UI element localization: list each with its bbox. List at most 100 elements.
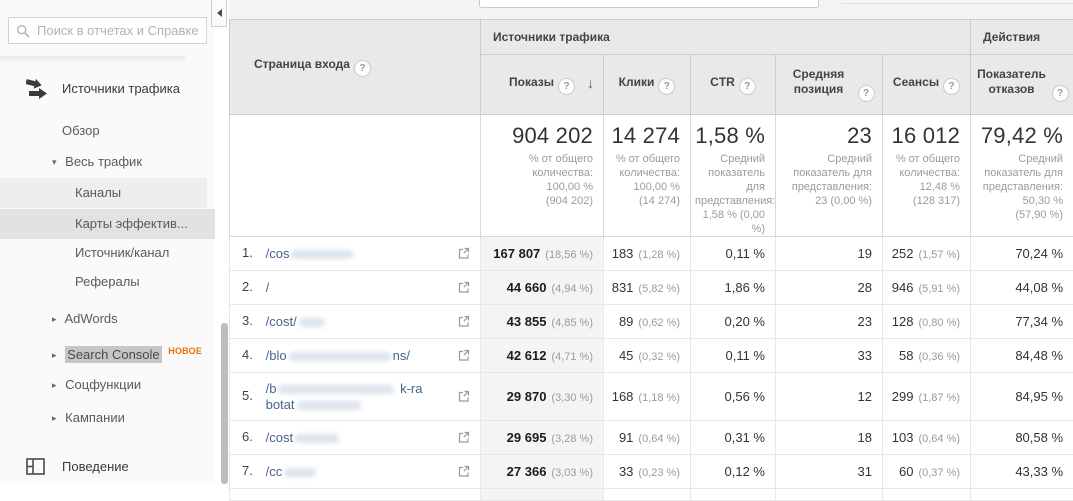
sidebar-item-label: Источники трафика [62,81,180,96]
column-header-impressions[interactable]: Показы? ↓ [481,55,604,115]
open-in-new-window-icon[interactable] [457,247,470,263]
sessions-cell: 103(0,64 %) [883,421,971,455]
impressions-cell: 167 807(18,56 %) [481,237,604,271]
partial-next-row [230,489,1073,501]
sidebar-item-label: Рефералы [75,274,140,289]
sidebar-item-label: Каналы [75,185,121,200]
summary-impressions: 904 202 % от общего количества: 100,00 %… [481,115,604,237]
row-rank: 2. [242,279,262,294]
impressions-cell: 42 612(4,71 %) [481,339,604,373]
sidebar-item-label: Обзор [62,123,100,138]
report-search-box[interactable] [8,17,207,44]
open-in-new-window-icon[interactable] [457,281,470,297]
column-header-avg-position[interactable]: Средняя позиция? [776,55,883,115]
sidebar-item-campaigns[interactable]: ▸ Кампании [0,403,215,433]
ctr-cell: 0,11 % [691,237,776,271]
row-rank: 5. [242,388,262,403]
avg-position-cell: 31 [776,455,883,489]
column-header-sessions[interactable]: Сеансы? [883,55,971,115]
column-header-clicks[interactable]: Клики? [604,55,691,115]
sidebar-item-label: Источник/канал [75,245,169,260]
open-in-new-window-icon[interactable] [457,390,470,406]
summary-sessions: 16 012 % от общего количества: 12,48 % (… [883,115,971,237]
sidebar-item-acquisition[interactable]: Источники трафика [0,74,215,104]
column-header-ctr[interactable]: CTR? [691,55,776,115]
help-icon[interactable]: ? [943,78,960,95]
open-in-new-window-icon[interactable] [457,465,470,481]
toolbar-strip [229,0,1073,19]
landing-page-link[interactable]: /cost/ [266,314,327,330]
landing-page-cell: 2. / [230,271,481,305]
landing-page-cell: 6. /cost [230,421,481,455]
sidebar-item-all-traffic[interactable]: ▾ Весь трафик [0,147,215,177]
sidebar-item-label: Кампании [65,410,125,425]
help-icon[interactable]: ? [858,85,875,102]
sessions-cell: 58(0,36 %) [883,339,971,373]
search-input[interactable] [35,22,206,39]
chevron-down-icon: ▾ [52,157,57,167]
summary-avg-position: 23 Средний показатель для представления:… [776,115,883,237]
help-icon[interactable]: ? [558,78,575,95]
open-in-new-window-icon[interactable] [457,431,470,447]
landing-page-link[interactable]: /b k-ra botat [266,381,423,413]
bounce-rate-cell: 77,34 % [971,305,1073,339]
sidebar-item-adwords[interactable]: ▸ AdWords [0,304,215,334]
impressions-cell: 44 660(4,94 %) [481,271,604,305]
group-header-traffic-sources: Источники трафика [481,20,971,55]
summary-clicks: 14 274 % от общего количества: 100,00 % … [604,115,691,237]
sidebar-item-label: Карты эффектив... [75,216,188,231]
clicks-cell: 91(0,64 %) [604,421,691,455]
ctr-cell: 0,20 % [691,305,776,339]
sidebar-item-referrals[interactable]: Рефералы [0,267,215,297]
open-in-new-window-icon[interactable] [457,315,470,331]
open-in-new-window-icon[interactable] [457,349,470,365]
summary-page-cell [230,115,481,237]
table-filter-input-partial[interactable] [479,0,819,8]
landing-page-link[interactable]: /cos [266,246,356,262]
bounce-rate-cell: 84,95 % [971,373,1073,421]
sidebar-item-source-medium[interactable]: Источник/канал [0,238,215,268]
chevron-right-icon: ▸ [52,350,57,360]
sidebar: Источники трафика Обзор ▾ Весь трафик Ка… [0,0,215,484]
sidebar-item-search-console[interactable]: ▸ Search Console НОВОЕ [0,336,215,366]
sidebar-item-overview[interactable]: Обзор [0,116,215,146]
collapse-left-icon [217,9,222,17]
table-row: 3. /cost/ 43 855(4,85 %) 89(0,62 %) 0,20… [230,305,1073,339]
acquisition-icon [26,78,52,111]
sidebar-item-label: Поведение [62,459,129,474]
column-header-bounce-rate[interactable]: Показатель отказов? [971,55,1073,115]
sidebar-item-behavior[interactable]: Поведение [0,452,215,482]
landing-page-link[interactable]: /cc [266,464,319,480]
table-row: 1. /cos 167 807(18,56 %) 183(1,28 %) 0,1… [230,237,1073,271]
sort-descending-icon[interactable]: ↓ [587,76,594,91]
sidebar-item-label: Search Console [65,346,162,363]
help-icon[interactable]: ? [658,78,675,95]
avg-position-cell: 18 [776,421,883,455]
sidebar-scrollbar[interactable] [221,323,228,484]
help-icon[interactable]: ? [354,60,371,77]
summary-row: 904 202 % от общего количества: 100,00 %… [230,115,1073,237]
avg-position-cell: 28 [776,271,883,305]
sidebar-item-channels[interactable]: Каналы [0,178,207,208]
landing-page-link[interactable]: /cost [266,430,341,446]
sidebar-item-social[interactable]: ▸ Соцфункции [0,370,215,400]
sessions-cell: 252(1,57 %) [883,237,971,271]
clicks-cell: 45(0,32 %) [604,339,691,373]
table-row: 7. /cc 27 366(3,03 %) 33(0,23 %) 0,12 % … [230,455,1073,489]
impressions-cell: 29 695(3,28 %) [481,421,604,455]
ctr-cell: 0,56 % [691,373,776,421]
avg-position-cell: 12 [776,373,883,421]
help-icon[interactable]: ? [1052,85,1069,102]
ctr-cell: 0,12 % [691,455,776,489]
sidebar-collapse-button[interactable] [211,0,227,27]
sidebar-item-treemaps[interactable]: Карты эффектив... [0,209,215,239]
ctr-cell: 1,86 % [691,271,776,305]
help-icon[interactable]: ? [739,78,756,95]
landing-page-link[interactable]: / [266,280,270,296]
bounce-rate-cell: 70,24 % [971,237,1073,271]
column-header-landing-page[interactable]: Страница входа? [230,20,481,115]
landing-page-cell: 1. /cos [230,237,481,271]
